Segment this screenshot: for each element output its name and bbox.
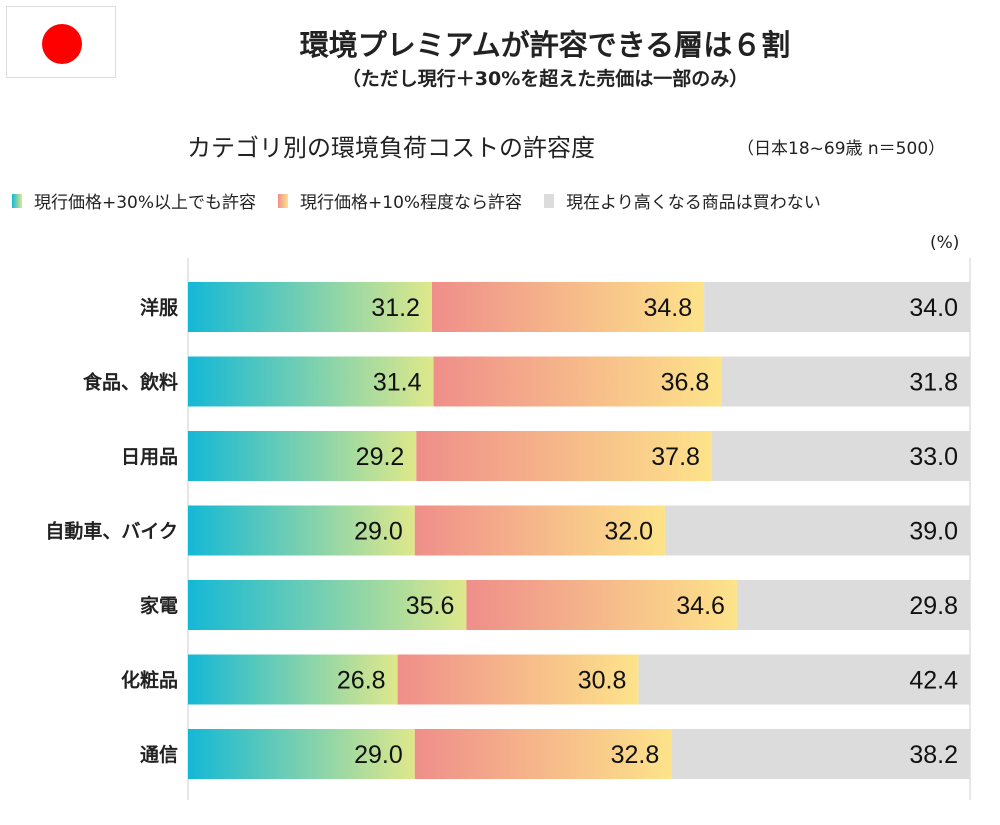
bar-segment	[431, 282, 705, 332]
bar-segment	[433, 356, 722, 407]
category-label: 通信	[140, 743, 178, 766]
bar-segment	[414, 729, 672, 779]
bar-segment	[671, 729, 970, 779]
data-label: 31.8	[909, 369, 958, 397]
data-label: 32.8	[611, 741, 660, 769]
legend-swatch	[12, 193, 22, 208]
data-label: 36.8	[661, 369, 710, 397]
chart-title: カテゴリ別の環境負荷コストの許容度	[187, 134, 595, 162]
bar-segment	[188, 505, 415, 556]
category-label: 日用品	[121, 446, 178, 468]
bar-segment	[397, 654, 639, 705]
data-label: 29.2	[356, 443, 405, 471]
unit-label: (%)	[930, 233, 960, 253]
category-label: 化粧品	[121, 669, 178, 692]
data-label: 33.0	[909, 443, 958, 471]
data-label: 42.4	[909, 667, 958, 695]
legend-item: 現行価格+30%以上でも許容	[12, 188, 256, 213]
data-label: 26.8	[337, 667, 386, 695]
data-label: 35.6	[406, 592, 455, 620]
bar-segment	[414, 505, 666, 556]
legend: 現行価格+30%以上でも許容 現行価格+10%程度なら許容 現在より高くなる商品…	[12, 188, 843, 213]
page-title: 環境プレミアムが許容できる層は６割	[299, 28, 791, 62]
bar-segment	[721, 356, 970, 407]
bar-segment	[665, 505, 970, 556]
category-label: 家電	[140, 594, 178, 617]
legend-label: 現行価格+30%以上でも許容	[34, 193, 257, 213]
data-label: 32.0	[604, 518, 653, 546]
data-label: 39.0	[909, 518, 958, 546]
bar-segment	[711, 431, 970, 481]
data-label: 34.0	[909, 294, 958, 322]
flag-sun	[42, 24, 82, 64]
data-label: 29.0	[354, 518, 403, 546]
bar-segment	[736, 580, 970, 630]
category-label: 洋服	[140, 296, 179, 319]
bar-segment	[188, 654, 398, 705]
sample-note: （日本18~69歳 n＝500）	[737, 139, 946, 159]
legend-item: 現行価格+10%程度なら許容	[278, 188, 522, 213]
bar-segment	[188, 431, 417, 481]
data-label: 34.6	[676, 592, 725, 620]
data-label: 29.0	[354, 741, 403, 769]
data-label: 38.2	[909, 741, 958, 769]
bar-segment	[188, 580, 467, 630]
bar-segment	[704, 282, 970, 332]
legend-label: 現行価格+10%程度なら許容	[300, 193, 523, 213]
bar-segment	[188, 356, 434, 407]
legend-swatch	[544, 193, 555, 208]
data-label: 30.8	[578, 667, 627, 695]
bar-segment	[416, 431, 712, 481]
data-label: 34.8	[643, 294, 692, 322]
bar-segment	[638, 654, 970, 705]
category-label: 食品、飲料	[83, 371, 178, 394]
bar-segment	[188, 729, 415, 779]
category-label: 自動車、バイク	[45, 520, 178, 543]
bar-segment	[188, 282, 432, 332]
japan-flag-icon	[6, 6, 116, 78]
data-label: 29.8	[909, 592, 958, 620]
legend-item: 現在より高くなる商品は買わない	[544, 188, 821, 213]
data-label: 31.2	[371, 294, 420, 322]
bar-segment	[466, 580, 737, 630]
page-subtitle: （ただし現行＋30%を超えた売価は一部のみ）	[341, 68, 749, 90]
data-label: 31.4	[373, 369, 422, 397]
legend-label: 現在より高くなる商品は買わない	[566, 193, 821, 213]
data-label: 37.8	[651, 443, 700, 471]
legend-swatch	[278, 193, 289, 208]
